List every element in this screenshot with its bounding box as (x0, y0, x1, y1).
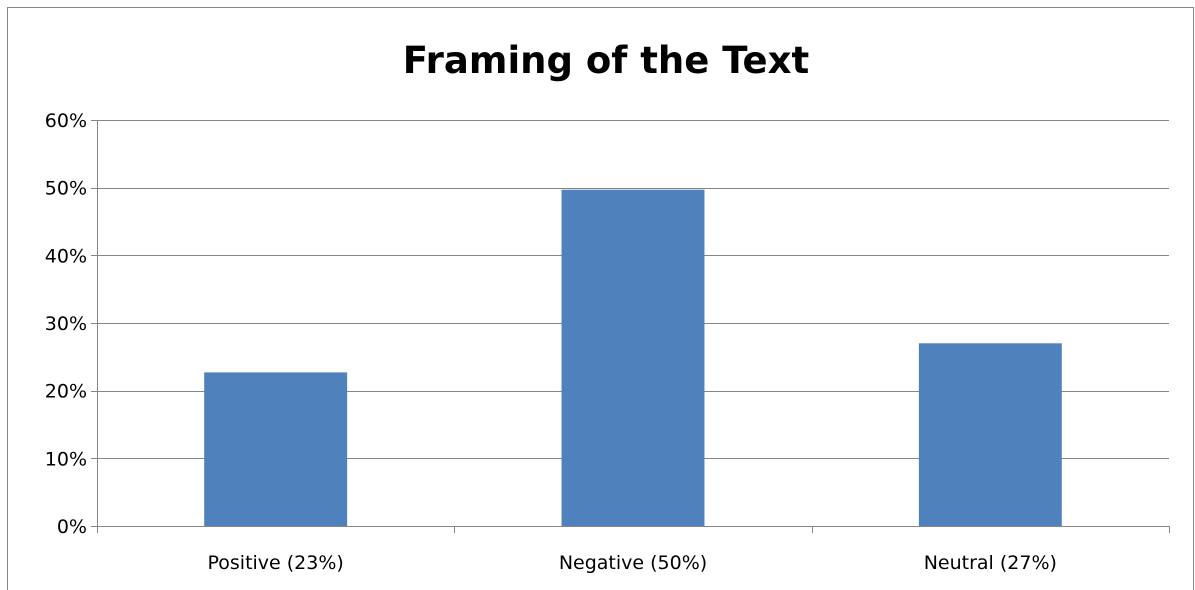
bar (918, 343, 1062, 526)
y-tick-label: 10% (45, 448, 87, 470)
bar (204, 372, 348, 526)
y-tick-label: 50% (45, 178, 87, 200)
y-tick-labels: 0% 10% 20% 30% 40% 50% 60% (45, 110, 87, 538)
y-tick-label: 20% (45, 381, 87, 403)
chart-title: Framing of the Text (403, 39, 809, 82)
bars (204, 189, 1062, 527)
x-tick-label: Negative (50%) (559, 552, 707, 574)
x-tick-labels: Positive (23%) Negative (50%) Neutral (27%… (207, 552, 1056, 574)
y-tick-label: 0% (57, 516, 87, 538)
x-tick-label: Positive (23%) (207, 552, 343, 574)
axes (91, 120, 1170, 533)
bar (561, 189, 705, 527)
y-tick-label: 60% (45, 110, 87, 132)
y-tick-label: 30% (45, 313, 87, 335)
y-tick-label: 40% (45, 245, 87, 267)
x-tick-label: Neutral (27%) (924, 552, 1057, 574)
